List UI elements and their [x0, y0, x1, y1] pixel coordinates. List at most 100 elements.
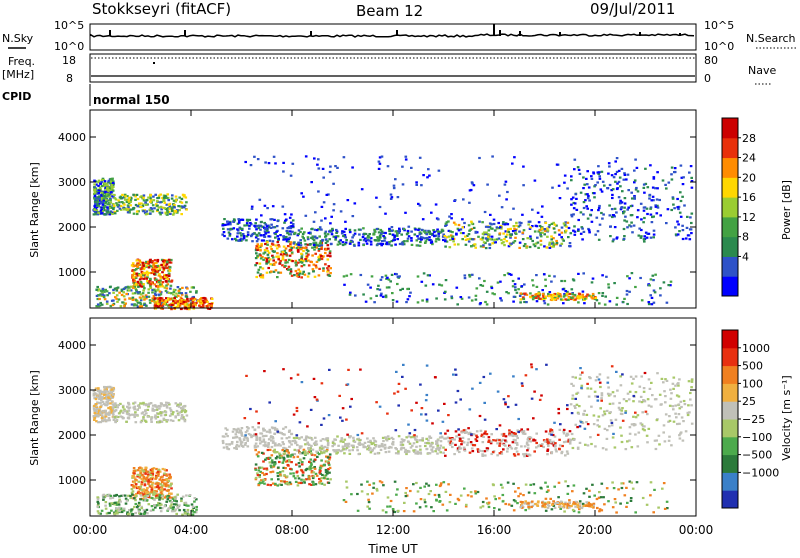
velocity-echo [146, 512, 149, 514]
velocity-echo [467, 438, 470, 440]
velocity-echo [97, 510, 100, 512]
power-echo [505, 236, 508, 238]
power-echo [463, 222, 466, 224]
power-echo [499, 226, 502, 228]
velocity-echo [164, 505, 167, 507]
power-echo [470, 221, 473, 223]
velocity-echo [370, 451, 373, 453]
velocity-echo [119, 501, 122, 503]
velocity-echo [151, 497, 154, 499]
velocity-echo [513, 432, 516, 434]
power-echo [171, 194, 174, 196]
power-echo [628, 277, 631, 279]
velocity-echo [240, 441, 243, 443]
power-echo [168, 280, 171, 282]
velocity-echo [149, 478, 152, 480]
power-echo [111, 188, 114, 190]
velocity-echo [142, 416, 145, 418]
power-echo [411, 244, 414, 246]
power-echo [349, 231, 352, 233]
power-echo [358, 244, 361, 246]
power-echo [110, 191, 113, 193]
velocity-echo [284, 467, 287, 469]
power-echo [369, 287, 372, 289]
power-echo [395, 230, 398, 232]
velocity-echo [176, 410, 179, 412]
power-echo [133, 272, 136, 274]
power-echo [123, 305, 126, 307]
velocity-echo [320, 459, 323, 461]
velocity-echo [103, 394, 106, 396]
power-echo [347, 199, 350, 201]
power-echo [256, 235, 259, 237]
power-echo [121, 194, 124, 196]
power-echo [435, 240, 438, 242]
power-echo [108, 180, 111, 182]
velocity-echo [294, 449, 297, 451]
velocity-echo [316, 475, 319, 477]
power-echo [591, 221, 594, 223]
power-echo [391, 292, 394, 294]
power-echo [435, 297, 438, 299]
velocity-echo [134, 512, 137, 514]
power-echo [562, 240, 565, 242]
power-echo [284, 213, 287, 215]
power-echo [398, 275, 401, 277]
power-echo [529, 296, 532, 298]
power-echo [523, 298, 526, 300]
nsky-tick-top: 10^5 [54, 19, 84, 32]
power-echo [603, 185, 606, 187]
velocity-echo [187, 509, 190, 511]
power-echo [458, 229, 461, 231]
velocity-echo [372, 442, 375, 444]
power-echo [512, 280, 515, 282]
power-echo [233, 219, 236, 221]
power-echo [132, 194, 135, 196]
velocity-echo [169, 407, 172, 409]
colorbar-tick-label: 20 [742, 171, 756, 184]
power-echo [127, 204, 130, 206]
power-echo [491, 242, 494, 244]
power-echo [593, 192, 596, 194]
power-echo [313, 249, 316, 251]
velocity-echo [134, 406, 137, 408]
power-echo [183, 301, 186, 303]
power-echo [236, 236, 239, 238]
power-echo [297, 242, 300, 244]
velocity-echo [520, 428, 523, 430]
velocity-echo [184, 420, 187, 422]
power-echo [140, 206, 143, 208]
power-echo [626, 226, 629, 228]
velocity-echo [581, 385, 584, 387]
power-echo [380, 294, 383, 296]
power-echo [462, 226, 465, 228]
power-echo [525, 301, 528, 303]
velocity-echo [440, 445, 443, 447]
power-echo [265, 232, 268, 234]
velocity-echo [104, 419, 107, 421]
velocity-echo [147, 416, 150, 418]
power-echo [582, 291, 585, 293]
velocity-echo [392, 443, 395, 445]
velocity-echo [110, 495, 113, 497]
velocity-echo [308, 478, 311, 480]
power-echo [539, 225, 542, 227]
power-echo [490, 227, 493, 229]
power-echo [608, 286, 611, 288]
power-echo [519, 301, 522, 303]
power-echo [237, 240, 240, 242]
velocity-echo [114, 502, 117, 504]
power-echo [682, 229, 685, 231]
power-echo [458, 224, 461, 226]
power-echo [613, 282, 616, 284]
power-echo [532, 298, 535, 300]
velocity-echo [470, 441, 473, 443]
power-echo [403, 240, 406, 242]
power-echo [329, 255, 332, 257]
velocity-echo [126, 413, 129, 415]
power-echo [288, 237, 291, 239]
power-echo [478, 221, 481, 223]
power-echo [485, 226, 488, 228]
power-echo [393, 239, 396, 241]
power-echo [170, 206, 173, 208]
